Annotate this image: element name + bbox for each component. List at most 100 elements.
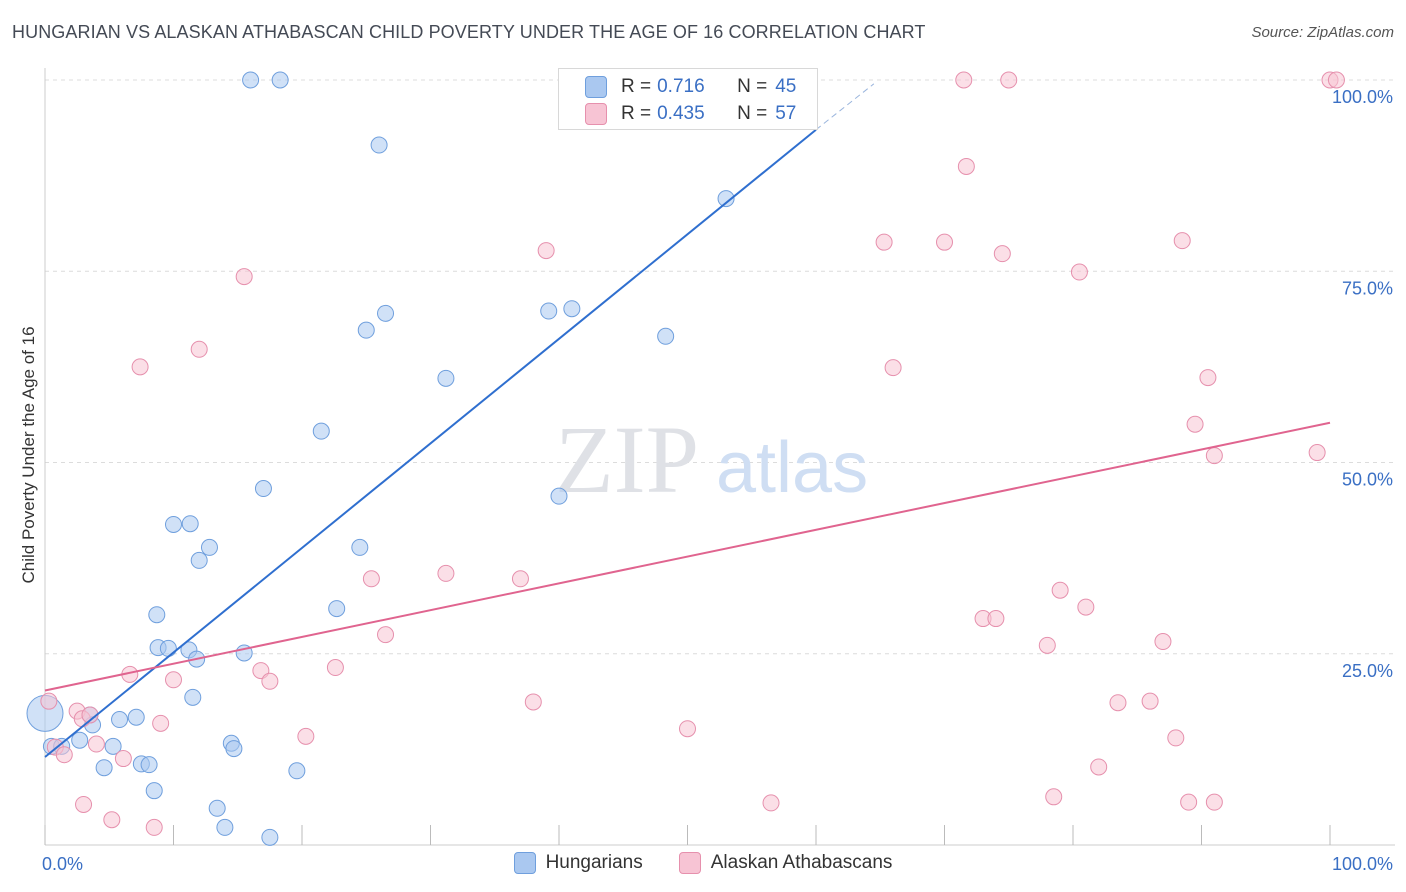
stats-n-value: 57 bbox=[775, 103, 797, 124]
athabascan-point bbox=[1186, 415, 1204, 433]
athabascan-point bbox=[297, 727, 315, 745]
athabascan-point bbox=[875, 233, 893, 251]
legend-label-athabascans: Alaskan Athabascans bbox=[710, 852, 893, 873]
watermark-zip: ZIP bbox=[555, 406, 699, 513]
athabascan-point bbox=[261, 672, 279, 690]
stats-r-value: 0.716 bbox=[657, 76, 705, 97]
hungarian-point bbox=[563, 300, 581, 318]
hungarian-point bbox=[145, 782, 163, 800]
athabascan-point bbox=[1327, 71, 1345, 89]
hungarian-point bbox=[351, 538, 369, 556]
hungarian-point bbox=[111, 711, 129, 729]
hungarian-point bbox=[148, 606, 166, 624]
hungarian-point bbox=[550, 487, 568, 505]
hungarian-point bbox=[216, 818, 234, 836]
hungarian-point bbox=[165, 515, 182, 533]
grid-lines bbox=[45, 79, 1395, 655]
hungarian-point bbox=[288, 762, 306, 780]
hungarian-point bbox=[254, 480, 272, 498]
hungarian-point bbox=[261, 828, 279, 846]
x-tick-label: 0.0% bbox=[42, 854, 83, 874]
athabascan-point bbox=[114, 750, 132, 768]
athabascan-point bbox=[762, 794, 780, 812]
athabascan-point bbox=[362, 570, 380, 588]
athabascan-point bbox=[190, 340, 208, 358]
athabascan-point bbox=[235, 268, 253, 286]
stats-row-hungarians: R = 0.716 N = 45 bbox=[585, 74, 796, 100]
hungarian-trend-line bbox=[44, 128, 817, 758]
athabascan-point bbox=[40, 692, 58, 710]
source-label: Source: ZipAtlas.com bbox=[1251, 24, 1394, 41]
hungarian-point bbox=[377, 304, 395, 322]
athabascan-point bbox=[1109, 694, 1127, 712]
bottom-legend: Hungarians Alaskan Athabascans bbox=[0, 852, 1406, 874]
hungarian-point bbox=[271, 71, 289, 89]
chart-title: HUNGARIAN VS ALASKAN ATHABASCAN CHILD PO… bbox=[12, 22, 926, 42]
hungarian-point bbox=[181, 515, 199, 533]
hungarian-point bbox=[159, 639, 177, 657]
athabascan-point bbox=[1141, 692, 1159, 710]
athabascan-point bbox=[1000, 71, 1018, 89]
hungarian-point bbox=[225, 740, 243, 758]
athabascan-point bbox=[955, 71, 973, 89]
athabascan-point bbox=[87, 735, 105, 753]
athabascan-point bbox=[377, 626, 395, 644]
y-tick-label: 50.0% bbox=[1342, 470, 1393, 490]
stats-row-athabascans: R = 0.435 N = 57 bbox=[585, 101, 797, 127]
stats-n-label: N = bbox=[737, 103, 768, 124]
legend-swatch-athabascans bbox=[678, 852, 701, 874]
athabascan-point bbox=[1205, 447, 1223, 465]
y-axis-label: Child Poverty Under the Age of 16 bbox=[19, 326, 38, 583]
athabascan-point bbox=[537, 242, 555, 260]
athabascan-point bbox=[1167, 729, 1185, 747]
hungarian-point bbox=[208, 799, 226, 817]
stats-legend: R = 0.716 N = 45 R = 0.435 N = 57 bbox=[558, 68, 818, 130]
athabascan-point bbox=[936, 233, 953, 251]
watermark-atlas: atlas bbox=[716, 428, 868, 508]
athabascan-point bbox=[1154, 633, 1172, 651]
hungarian-point bbox=[540, 302, 558, 320]
hungarian-point bbox=[200, 538, 218, 556]
hungarian-trend-extension bbox=[815, 83, 875, 131]
athabascan-point bbox=[1199, 369, 1217, 387]
legend-label-hungarians: Hungarians bbox=[545, 852, 643, 873]
hungarian-point bbox=[140, 756, 158, 774]
athabascan-point bbox=[1038, 636, 1056, 654]
athabascan-point bbox=[524, 693, 542, 711]
hungarian-point bbox=[370, 136, 388, 154]
athabascan-point bbox=[103, 811, 121, 829]
athabascan-point bbox=[511, 570, 529, 588]
hungarian-point bbox=[357, 321, 375, 339]
hungarian-point bbox=[328, 600, 346, 618]
athabascan-point bbox=[1077, 598, 1095, 616]
tick-labels: 100.0% 75.0% 50.0% 25.0% 0.0% 100.0% bbox=[42, 87, 1393, 874]
hungarian-point bbox=[190, 551, 208, 569]
hungarian-point bbox=[437, 369, 455, 387]
hungarian-point bbox=[71, 731, 89, 749]
athabascan-point bbox=[152, 714, 170, 732]
hungarian-point bbox=[717, 190, 735, 208]
athabascan-point bbox=[987, 610, 1005, 628]
hungarian-point bbox=[104, 737, 122, 755]
hungarian-point bbox=[312, 422, 330, 440]
athabascan-point bbox=[1308, 444, 1326, 462]
legend-swatch-hungarians bbox=[513, 852, 536, 874]
stats-n-label: N = bbox=[737, 76, 768, 97]
stats-r-label: R = bbox=[621, 103, 652, 124]
y-tick-label: 75.0% bbox=[1342, 278, 1393, 298]
athabascan-point bbox=[1045, 788, 1063, 806]
athabascan-point bbox=[131, 358, 149, 376]
stats-r-label: R = bbox=[621, 76, 652, 97]
athabascan-point bbox=[884, 359, 902, 377]
athabascan-trend-line bbox=[44, 421, 1331, 692]
athabascan-point bbox=[993, 245, 1011, 263]
stats-swatch-hungarians bbox=[585, 76, 607, 98]
y-tick-label: 25.0% bbox=[1342, 661, 1393, 681]
athabascan-point bbox=[145, 818, 163, 836]
athabascan-point bbox=[165, 671, 182, 689]
athabascan-point bbox=[1070, 263, 1088, 281]
athabascan-point bbox=[1051, 581, 1069, 599]
hungarian-point bbox=[657, 327, 675, 345]
athabascan-point bbox=[1173, 232, 1191, 250]
